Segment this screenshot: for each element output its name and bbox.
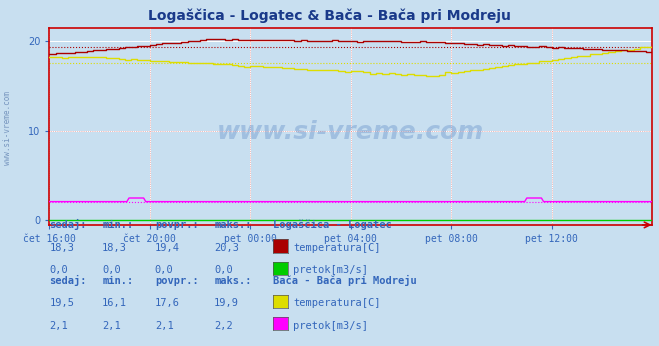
Text: sedaj:: sedaj: — [49, 275, 87, 286]
Text: 0,0: 0,0 — [102, 265, 121, 275]
Text: 18,3: 18,3 — [49, 243, 74, 253]
Text: www.si-vreme.com: www.si-vreme.com — [3, 91, 13, 165]
Text: www.si-vreme.com: www.si-vreme.com — [217, 120, 484, 144]
Text: pretok[m3/s]: pretok[m3/s] — [293, 321, 368, 331]
Text: 17,6: 17,6 — [155, 298, 180, 308]
Text: 2,1: 2,1 — [155, 321, 173, 331]
Text: 0,0: 0,0 — [214, 265, 233, 275]
Text: povpr.:: povpr.: — [155, 220, 198, 230]
Text: 20,3: 20,3 — [214, 243, 239, 253]
Text: 18,3: 18,3 — [102, 243, 127, 253]
Text: 0,0: 0,0 — [49, 265, 68, 275]
Text: Logaščica - Logatec & Bača - Bača pri Modreju: Logaščica - Logatec & Bača - Bača pri Mo… — [148, 9, 511, 23]
Text: 2,1: 2,1 — [102, 321, 121, 331]
Text: pretok[m3/s]: pretok[m3/s] — [293, 265, 368, 275]
Text: min.:: min.: — [102, 276, 133, 286]
Text: Bača - Bača pri Modreju: Bača - Bača pri Modreju — [273, 275, 417, 286]
Text: 2,1: 2,1 — [49, 321, 68, 331]
Text: Logaščica - Logatec: Logaščica - Logatec — [273, 220, 392, 230]
Text: min.:: min.: — [102, 220, 133, 230]
Text: 19,9: 19,9 — [214, 298, 239, 308]
Text: temperatura[C]: temperatura[C] — [293, 243, 381, 253]
Text: 2,2: 2,2 — [214, 321, 233, 331]
Text: sedaj:: sedaj: — [49, 219, 87, 230]
Text: maks.:: maks.: — [214, 276, 252, 286]
Text: maks.:: maks.: — [214, 220, 252, 230]
Text: 0,0: 0,0 — [155, 265, 173, 275]
Text: povpr.:: povpr.: — [155, 276, 198, 286]
Text: 16,1: 16,1 — [102, 298, 127, 308]
Text: temperatura[C]: temperatura[C] — [293, 298, 381, 308]
Text: 19,4: 19,4 — [155, 243, 180, 253]
Text: 19,5: 19,5 — [49, 298, 74, 308]
